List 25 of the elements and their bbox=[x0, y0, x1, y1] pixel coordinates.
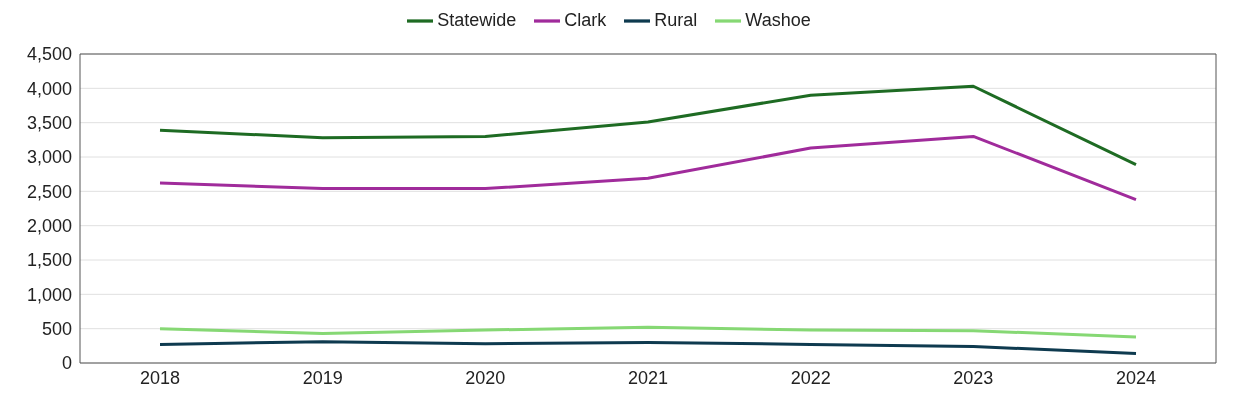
line-series bbox=[158, 134, 1138, 202]
y-tick-label: 3,000 bbox=[26, 147, 72, 168]
line-series bbox=[158, 325, 1138, 339]
legend-label: Washoe bbox=[745, 9, 811, 30]
y-tick-label: 4,000 bbox=[26, 78, 72, 99]
x-tick-label: 2024 bbox=[1115, 367, 1157, 388]
line-series bbox=[158, 340, 1138, 355]
y-tick-label: 3,500 bbox=[26, 113, 72, 134]
y-tick-label: 500 bbox=[41, 319, 72, 340]
x-tick-label: 2021 bbox=[627, 367, 669, 388]
y-tick-label: 1,000 bbox=[26, 284, 72, 305]
y-tick-label: 1,500 bbox=[26, 250, 72, 271]
y-tick-label: 2,500 bbox=[26, 181, 72, 202]
x-tick-label: 2018 bbox=[139, 367, 181, 388]
legend-label: Rural bbox=[654, 9, 698, 30]
y-tick-label: 0 bbox=[61, 353, 72, 374]
legend-label: Statewide bbox=[437, 9, 517, 30]
x-tick-label: 2019 bbox=[302, 367, 343, 388]
y-tick-label: 2,000 bbox=[26, 216, 72, 237]
x-tick-label: 2023 bbox=[953, 367, 994, 388]
x-tick-label: 2020 bbox=[465, 367, 506, 388]
x-tick-label: 2022 bbox=[790, 367, 831, 388]
line-series bbox=[158, 84, 1138, 167]
y-tick-label: 4,500 bbox=[26, 44, 72, 65]
legend-label: Clark bbox=[564, 9, 607, 30]
